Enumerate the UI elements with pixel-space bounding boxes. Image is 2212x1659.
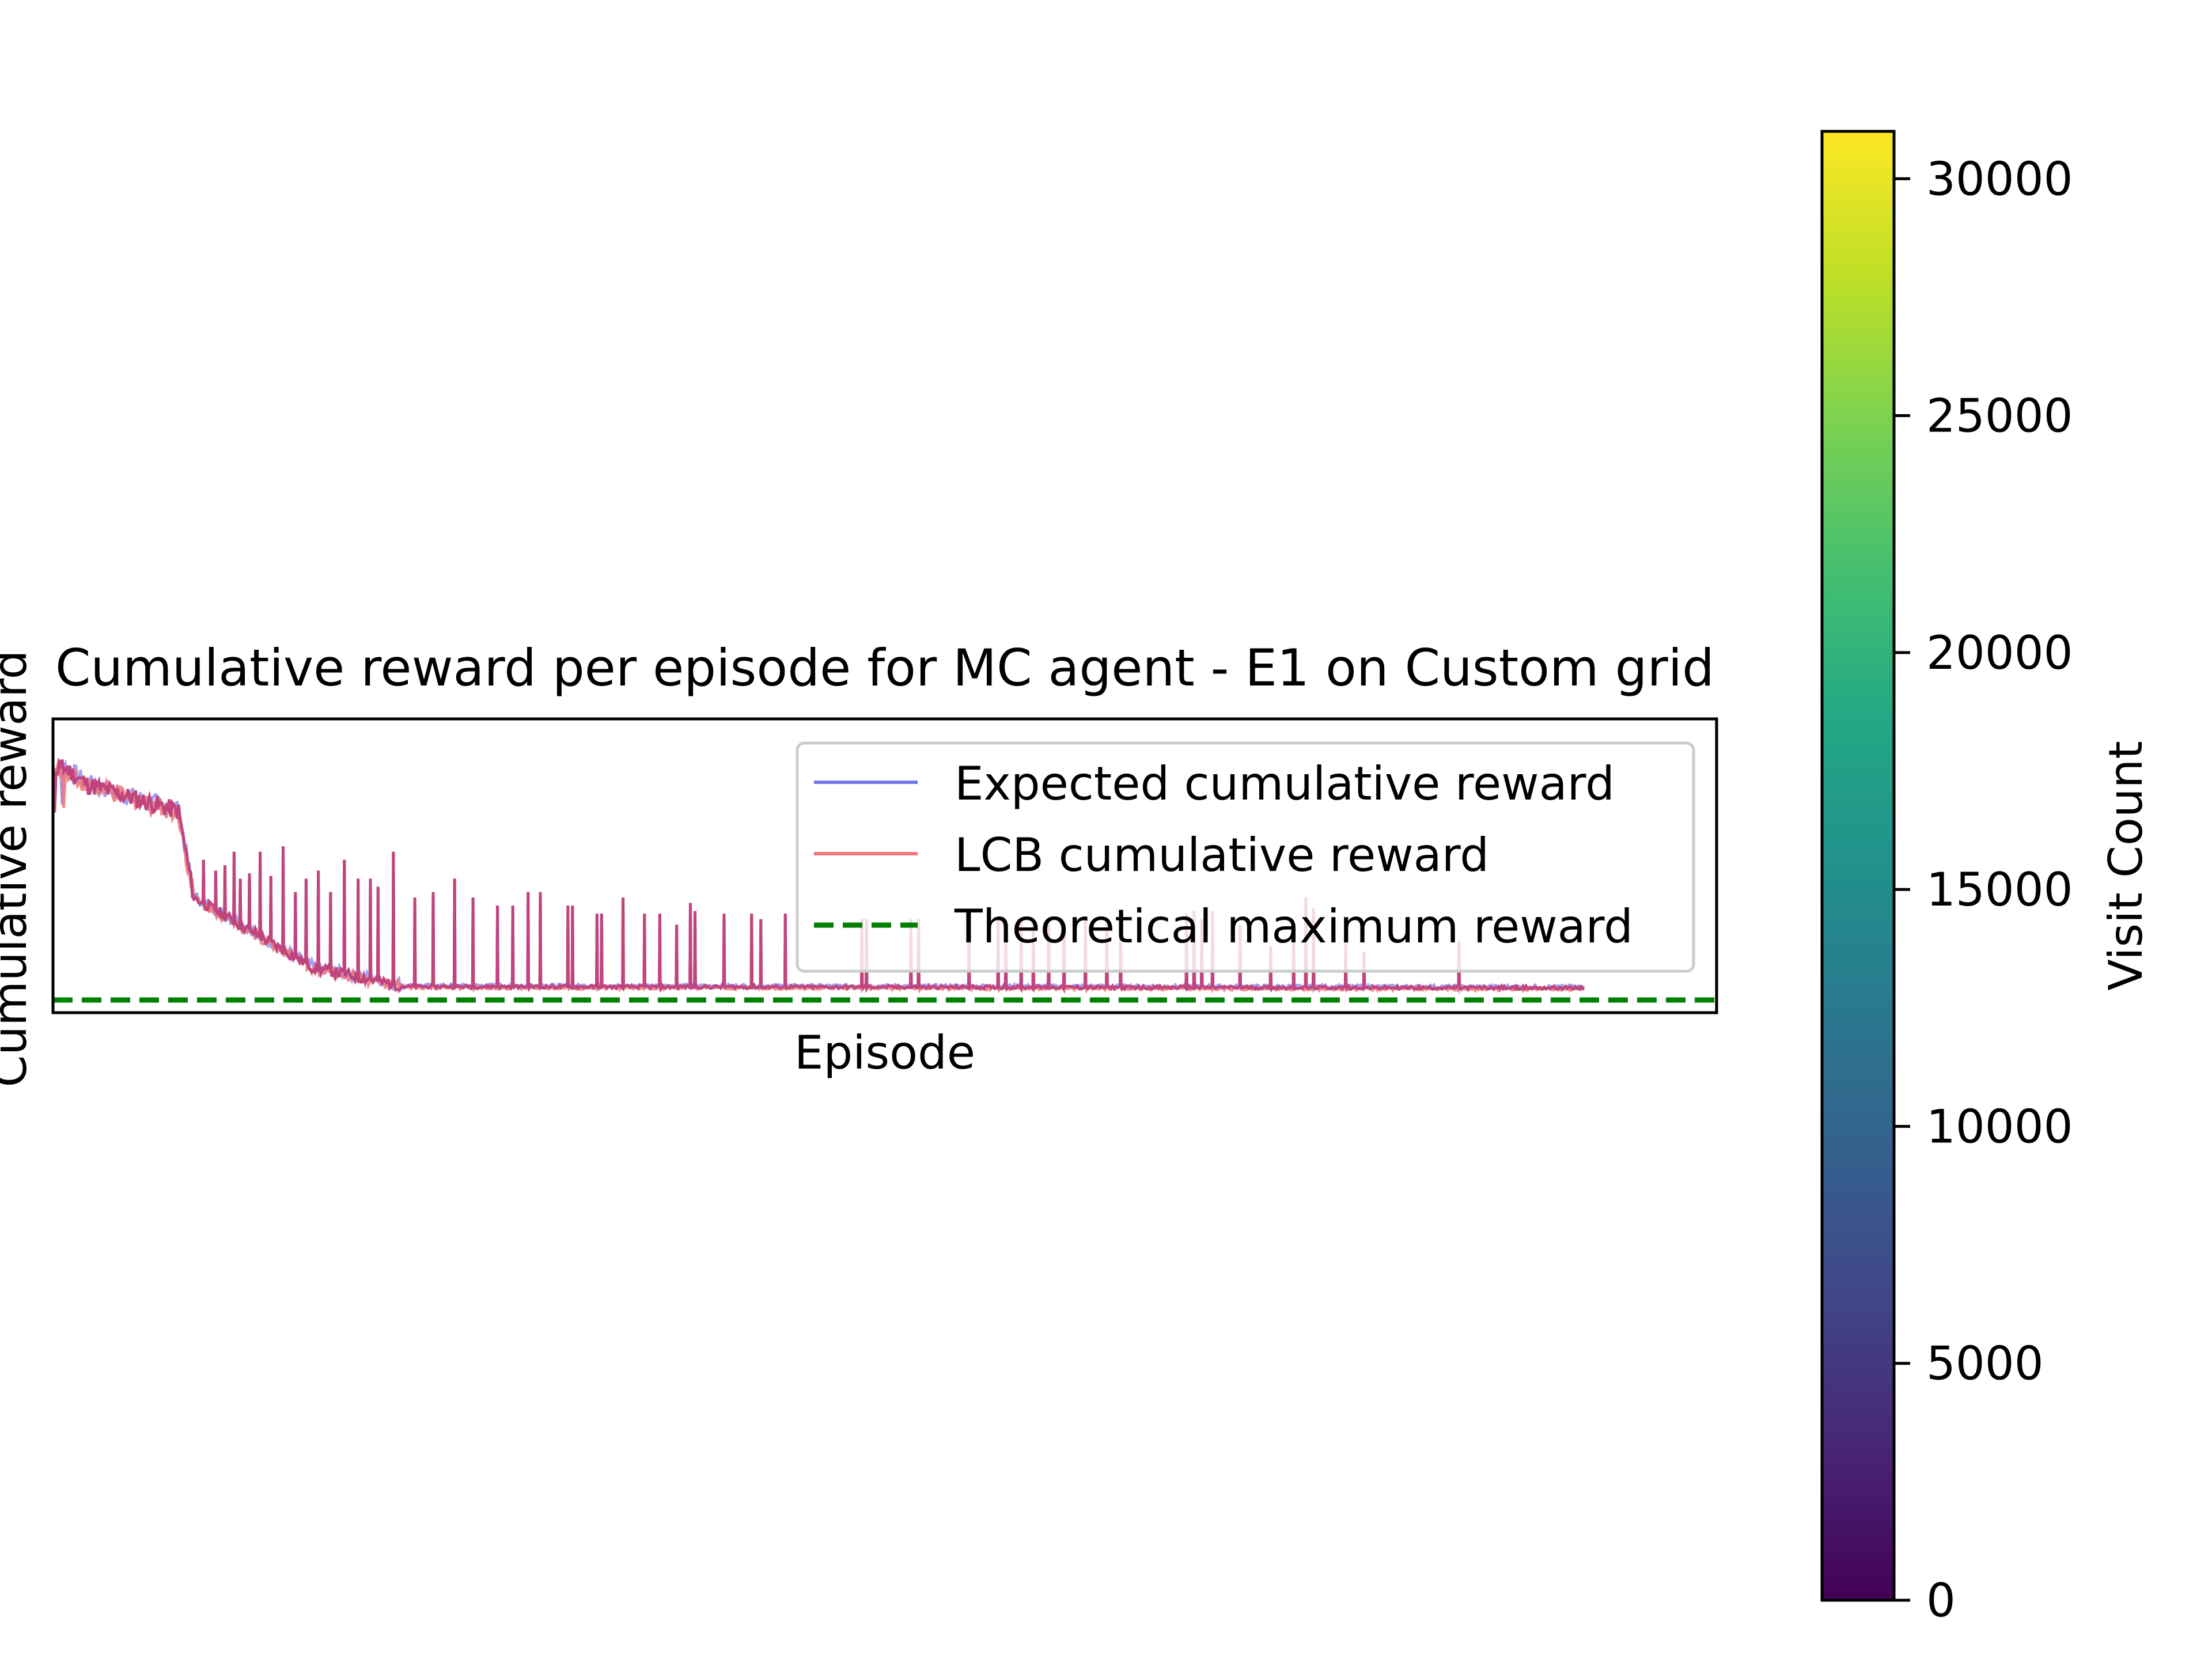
colorbar-tick-label: 30000 (1926, 152, 2073, 206)
legend-box (796, 741, 1695, 973)
colorbar-tick-label: 5000 (1926, 1337, 2044, 1391)
colorbar-gradient (1820, 130, 1896, 1602)
colorbar: 0 5000 10000 15000 20000 25000 30000 Visit Cou… (1820, 130, 2153, 1627)
colorbar-tick-label: 20000 (1926, 626, 2073, 680)
colorbar-ticks: 0 5000 10000 15000 20000 25000 30000 (1894, 152, 2073, 1627)
legend: Expected cumulative reward LCB cumulativ… (796, 741, 1695, 973)
legend-label-lcb: LCB cumulative reward (955, 828, 1489, 882)
chart-title: Cumulative reward per episode for MC age… (55, 638, 1714, 698)
colorbar-tick-label: 25000 (1926, 389, 2073, 443)
legend-label-max: Theoretical maximum reward (954, 900, 1633, 953)
colorbar-label: Visit Count (2099, 741, 2153, 990)
colorbar-tick-label: 15000 (1926, 863, 2073, 916)
x-axis-label: Episode (794, 1026, 975, 1080)
colorbar-tick-label: 0 (1926, 1574, 1956, 1627)
y-axis-label: Cumulative reward (0, 650, 37, 1087)
overlapping-reward-line (53, 757, 1585, 994)
colorbar-tick-label: 10000 (1926, 1100, 2073, 1153)
plot-lines (53, 757, 1585, 995)
plot-frame (51, 717, 1718, 1014)
legend-label-expected: Expected cumulative reward (955, 757, 1615, 810)
